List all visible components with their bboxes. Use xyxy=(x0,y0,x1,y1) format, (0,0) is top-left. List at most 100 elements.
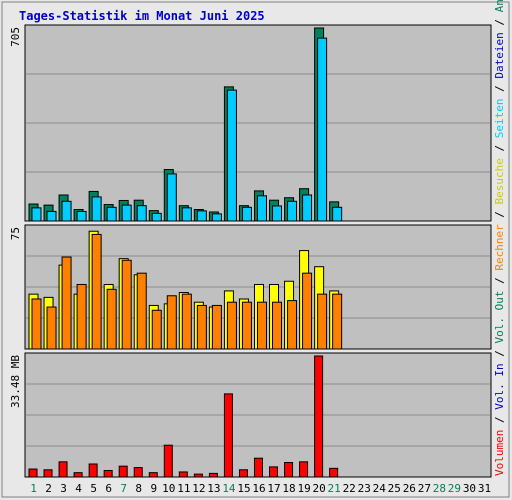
bar-rechner-day-6 xyxy=(106,288,117,350)
bar-volumen-day-17 xyxy=(269,466,279,478)
bar-dateien-day-5 xyxy=(91,196,102,222)
bar-volumen-day-2 xyxy=(43,469,53,478)
bar-dateien-day-13 xyxy=(211,213,222,222)
bar-rechner-day-16 xyxy=(256,301,267,350)
x-tick-label-12: 12 xyxy=(192,482,205,495)
bar-rechner-day-20 xyxy=(317,293,328,350)
bar-rechner-day-5 xyxy=(91,233,102,350)
legend-entry: Rechner xyxy=(493,224,506,271)
bar-volumen-day-20 xyxy=(314,355,324,478)
bar-rechner-day-17 xyxy=(272,301,283,350)
bar-volumen-day-3 xyxy=(58,461,68,478)
bar-volumen-day-12 xyxy=(193,473,203,478)
bar-rechner-day-3 xyxy=(61,256,72,350)
legend-entry: Anfragen xyxy=(493,0,506,12)
x-tick-label-6: 6 xyxy=(105,482,112,495)
chart-title: Tages-Statistik im Monat Juni 2025 xyxy=(19,9,265,23)
legend-entry: / xyxy=(493,12,506,32)
y-max-label: 75 xyxy=(9,227,22,240)
legend-entry: / xyxy=(493,138,506,158)
bar-volumen-day-4 xyxy=(73,472,83,478)
bar-volumen-day-18 xyxy=(284,462,294,478)
bar-rechner-day-9 xyxy=(151,309,162,350)
bar-dateien-day-8 xyxy=(136,205,147,222)
bar-volumen-day-19 xyxy=(299,461,309,478)
bar-rechner-day-11 xyxy=(181,293,192,350)
bar-dateien-day-15 xyxy=(241,206,252,222)
x-axis-labels: 1 2 3 4 5 6 7 8 9 10 11 12 13 14 15 16 17 18 19 20 21 22 23 24 2… xyxy=(30,482,491,495)
bar-rechner-day-1 xyxy=(31,298,42,350)
x-tick-label-8: 8 xyxy=(135,482,142,495)
x-tick-label-23: 23 xyxy=(358,482,371,495)
bar-rechner-day-18 xyxy=(287,300,298,350)
x-tick-label-3: 3 xyxy=(60,482,67,495)
series-legend-vertical: Volumen / Vol. In / Vol. Out / Rechner /… xyxy=(493,0,506,476)
x-tick-label-26: 26 xyxy=(403,482,416,495)
bar-dateien-day-6 xyxy=(106,206,117,222)
bar-dateien-day-1 xyxy=(31,207,42,222)
x-tick-label-27: 27 xyxy=(418,482,431,495)
y-max-label: 705 xyxy=(9,27,22,47)
x-tick-label-21: 21 xyxy=(328,482,341,495)
bar-volumen-day-7 xyxy=(118,465,128,478)
bar-rechner-day-7 xyxy=(121,259,132,350)
bar-rechner-day-13 xyxy=(211,304,222,350)
bar-dateien-day-19 xyxy=(302,194,313,222)
x-tick-label-29: 29 xyxy=(448,482,461,495)
x-tick-label-16: 16 xyxy=(252,482,265,495)
bar-volumen-day-13 xyxy=(208,472,218,478)
bar-rechner-day-8 xyxy=(136,272,147,350)
panel-hits-files: 705 xyxy=(9,24,492,222)
x-tick-label-28: 28 xyxy=(433,482,446,495)
x-tick-label-31: 31 xyxy=(478,482,491,495)
x-tick-label-18: 18 xyxy=(282,482,295,495)
x-tick-label-2: 2 xyxy=(45,482,52,495)
x-tick-label-5: 5 xyxy=(90,482,97,495)
x-tick-label-17: 17 xyxy=(267,482,280,495)
bar-dateien-day-20 xyxy=(317,37,328,222)
x-tick-label-25: 25 xyxy=(388,482,401,495)
x-tick-label-30: 30 xyxy=(463,482,476,495)
legend-entry: / xyxy=(493,204,506,224)
x-tick-label-19: 19 xyxy=(297,482,310,495)
legend-entry: / xyxy=(493,79,506,99)
x-tick-label-7: 7 xyxy=(120,482,127,495)
x-tick-label-11: 11 xyxy=(177,482,190,495)
x-tick-label-1: 1 xyxy=(30,482,37,495)
bar-dateien-day-7 xyxy=(121,204,132,222)
x-tick-label-24: 24 xyxy=(373,482,387,495)
legend-entry: / xyxy=(493,410,506,430)
bar-dateien-day-14 xyxy=(226,89,237,222)
bar-dateien-day-3 xyxy=(61,200,72,222)
bar-dateien-day-18 xyxy=(287,200,298,222)
bar-volumen-day-1 xyxy=(28,468,38,478)
bar-volumen-day-8 xyxy=(133,467,143,478)
legend-entry: Vol. Out xyxy=(493,291,506,344)
legend-entry: Volumen xyxy=(493,430,506,476)
x-tick-label-13: 13 xyxy=(207,482,220,495)
legend-entry: Besuche xyxy=(493,158,506,204)
bar-dateien-day-2 xyxy=(46,210,57,222)
bar-volumen-day-10 xyxy=(163,444,173,478)
bar-rechner-day-12 xyxy=(196,304,207,350)
bar-dateien-day-12 xyxy=(196,210,207,222)
bar-volumen-day-21 xyxy=(329,467,339,478)
legend-entry: Seiten xyxy=(493,98,506,138)
bar-dateien-day-4 xyxy=(76,210,87,222)
bar-rechner-day-15 xyxy=(241,301,252,350)
bar-volumen-day-9 xyxy=(148,472,158,478)
panel-volume: 33.48 MB xyxy=(9,352,492,478)
bar-dateien-day-10 xyxy=(166,173,177,222)
bar-rechner-day-4 xyxy=(76,283,87,350)
x-tick-label-10: 10 xyxy=(162,482,175,495)
x-tick-label-22: 22 xyxy=(343,482,356,495)
bar-dateien-day-17 xyxy=(272,205,283,222)
x-tick-label-15: 15 xyxy=(237,482,250,495)
x-tick-label-14: 14 xyxy=(222,482,236,495)
bar-rechner-day-19 xyxy=(302,272,313,350)
legend-entry: Vol. In xyxy=(493,363,506,409)
bar-dateien-day-11 xyxy=(181,207,192,222)
